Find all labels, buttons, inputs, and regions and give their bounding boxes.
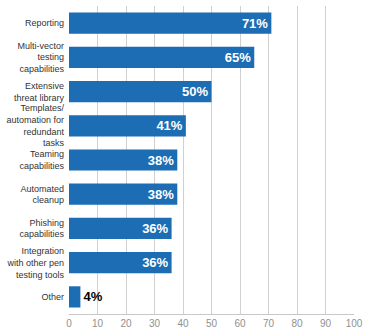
svg-text:36%: 36% (142, 221, 168, 236)
svg-text:Integrationwith other pentesti: Integrationwith other pentesting tools (6, 246, 64, 279)
svg-text:60: 60 (234, 318, 246, 329)
svg-text:50: 50 (206, 318, 218, 329)
svg-text:Extensivethreat library: Extensivethreat library (14, 81, 65, 103)
svg-text:50%: 50% (182, 84, 208, 99)
svg-text:41%: 41% (156, 118, 182, 133)
svg-text:36%: 36% (142, 255, 168, 270)
svg-text:100: 100 (346, 318, 363, 329)
svg-text:Automatedcleanup: Automatedcleanup (20, 184, 64, 206)
svg-text:Phishingcapabilities: Phishingcapabilities (19, 218, 64, 240)
svg-text:20: 20 (120, 318, 132, 329)
svg-text:10: 10 (92, 318, 104, 329)
svg-text:70: 70 (263, 318, 275, 329)
svg-text:40: 40 (177, 318, 189, 329)
svg-text:90: 90 (320, 318, 332, 329)
svg-text:38%: 38% (148, 153, 174, 168)
svg-text:0: 0 (66, 318, 72, 329)
svg-text:Templates/automation forredund: Templates/automation forredundanttasks (6, 103, 64, 148)
svg-text:65%: 65% (225, 50, 251, 65)
svg-text:Reporting: Reporting (25, 18, 64, 28)
svg-text:4%: 4% (83, 289, 102, 304)
svg-text:38%: 38% (148, 187, 174, 202)
svg-text:Other: Other (41, 292, 64, 302)
svg-text:Multi-vectortestingcapabilitie: Multi-vectortestingcapabilities (17, 41, 64, 74)
svg-text:80: 80 (291, 318, 303, 329)
svg-text:Teamingcapabilities: Teamingcapabilities (19, 149, 64, 171)
svg-text:30: 30 (149, 318, 161, 329)
svg-text:71%: 71% (242, 16, 268, 31)
